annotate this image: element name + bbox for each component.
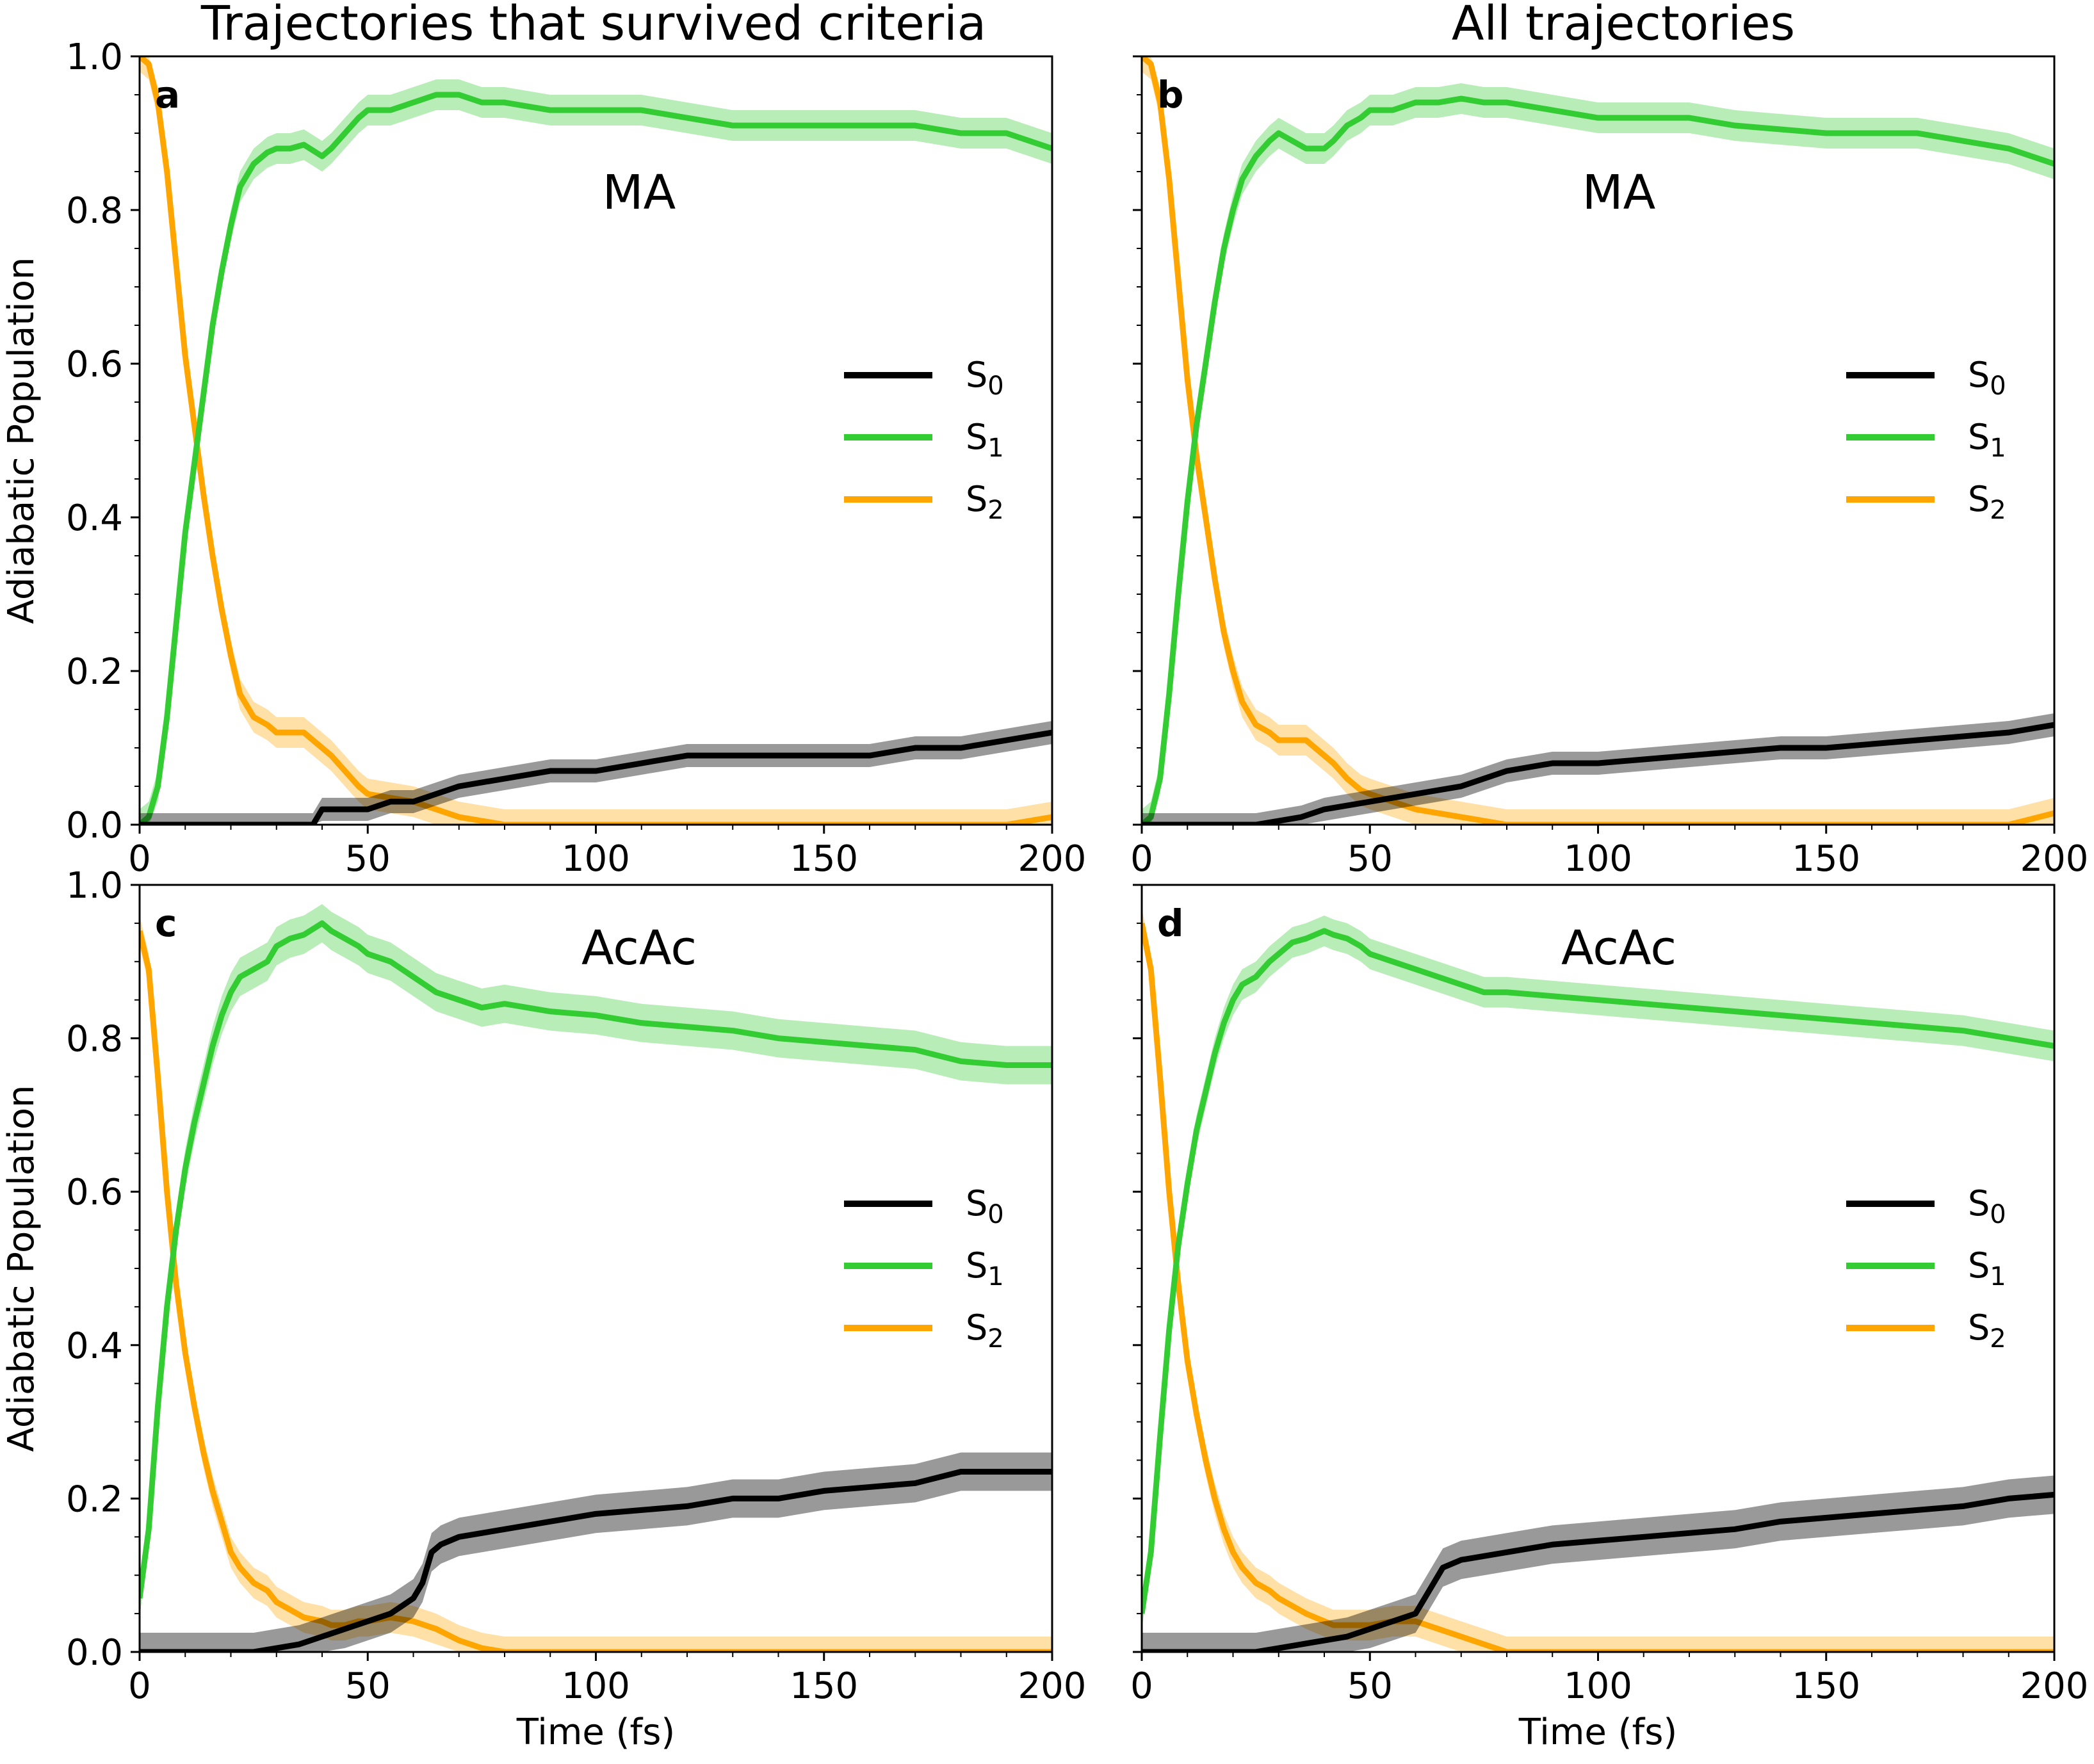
legend-label-S1: S1 [1968, 1245, 2006, 1291]
series-band-S0 [140, 1452, 1052, 1652]
legend-label-S1: S1 [1968, 417, 2006, 463]
series-line-S1 [140, 920, 1052, 1599]
legend: S0 S1 S2 [844, 355, 1004, 525]
molecule-label: AcAc [581, 921, 697, 976]
y-axis-title: Adiabatic Population [1, 257, 42, 624]
x-tick-label: 0 [128, 1665, 151, 1707]
legend: S0 S1 S2 [1846, 1183, 2006, 1354]
panel-letter: d [1157, 902, 1184, 945]
x-tick-label: 100 [562, 838, 630, 880]
series-line-S1 [140, 92, 1052, 825]
legend: S0 S1 S2 [1846, 355, 2006, 525]
y-tick-label: 0.0 [66, 805, 123, 846]
series-line-S2 [1142, 923, 2054, 1652]
series-line-S0 [140, 729, 1052, 825]
panel-b: 0 50 100 150 200 b MA S0 S1 S2 [1130, 55, 2089, 880]
series-line-S0 [140, 1468, 1052, 1652]
series-band-S0 [1142, 1475, 2054, 1652]
series-line-S2 [140, 930, 1052, 1652]
x-tick-label: 0 [1130, 838, 1153, 880]
x-tick-label: 200 [2020, 838, 2089, 880]
y-tick-label: 0.6 [66, 1172, 123, 1213]
x-tick-label: 200 [1018, 1665, 1087, 1707]
plot-area [140, 903, 1052, 1652]
series-band-S1 [140, 903, 1052, 1618]
legend-label-S0: S0 [966, 1183, 1004, 1229]
molecule-label: MA [1582, 165, 1656, 220]
x-tick-label: 0 [1130, 1665, 1153, 1707]
plot-area [1142, 907, 2054, 1652]
series-line-S1 [1142, 928, 2054, 1614]
series-line-S1 [1142, 95, 2054, 825]
column-title-left: Trajectories that survived criteria [200, 0, 986, 51]
legend-label-S1: S1 [966, 1245, 1004, 1291]
x-tick-label: 100 [1564, 1665, 1632, 1707]
y-axis-title: Adiabatic Population [1, 1085, 42, 1452]
molecule-label: MA [603, 165, 676, 220]
legend-label-S2: S2 [1968, 1307, 2006, 1354]
x-tick-label: 50 [345, 838, 391, 880]
legend-label-S2: S2 [966, 1307, 1004, 1354]
series-band-S1 [1142, 915, 2054, 1630]
x-tick-label: 150 [790, 838, 858, 880]
panel-a: 0 50 100 150 200 0.0 0.2 0.4 0.6 0.8 1.0 Adiabatic … [1, 36, 1086, 880]
legend-label-S0: S0 [1968, 355, 2006, 401]
legend-label-S1: S1 [966, 417, 1004, 463]
y-tick-label: 0.4 [66, 498, 123, 539]
legend-label-S0: S0 [1968, 1183, 2006, 1229]
plot-area [1142, 56, 2054, 825]
column-title-right: All trajectories [1452, 0, 1795, 51]
panel-d: 0 50 100 150 200 Time (fs) d AcAc S0 S1 S2 [1130, 884, 2089, 1753]
x-tick-label: 150 [790, 1665, 858, 1707]
series-line-S0 [1142, 1491, 2054, 1652]
series-line-S0 [1142, 722, 2054, 825]
x-tick-label: 50 [1347, 1665, 1393, 1707]
x-axis-title: Time (fs) [516, 1711, 675, 1753]
y-tick-label: 0.4 [66, 1325, 123, 1367]
legend-label-S2: S2 [1968, 479, 2006, 525]
legend: S0 S1 S2 [844, 1183, 1004, 1354]
legend-label-S2: S2 [966, 479, 1004, 525]
y-tick-label: 0.6 [66, 344, 123, 385]
x-tick-label: 50 [345, 1665, 391, 1707]
x-tick-label: 200 [2020, 1665, 2089, 1707]
molecule-label: AcAc [1561, 921, 1676, 976]
y-tick-label: 0.8 [66, 1019, 123, 1060]
panel-letter: c [155, 902, 177, 945]
x-axis-title: Time (fs) [1518, 1711, 1677, 1753]
x-tick-label: 100 [562, 1665, 630, 1707]
y-tick-label: 1.0 [66, 865, 123, 907]
x-tick-label: 100 [1564, 838, 1632, 880]
x-tick-label: 150 [1792, 838, 1860, 880]
y-tick-label: 0.2 [66, 651, 123, 693]
plot-area [140, 56, 1052, 825]
x-tick-label: 50 [1347, 838, 1393, 880]
x-tick-label: 150 [1792, 1665, 1860, 1707]
panel-letter: b [1157, 73, 1184, 117]
y-tick-label: 0.2 [66, 1478, 123, 1520]
y-tick-label: 0.8 [66, 190, 123, 232]
x-tick-label: 0 [128, 838, 151, 880]
legend-label-S0: S0 [966, 355, 1004, 401]
series-band-S0 [1142, 713, 2054, 825]
panel-letter: a [155, 73, 180, 117]
panels-group: 0 50 100 150 200 0.0 0.2 0.4 0.6 0.8 1.0 Adiabatic … [1, 36, 2088, 1753]
series-line-S2 [1142, 56, 2054, 825]
y-tick-label: 0.0 [66, 1632, 123, 1674]
series-line-S2 [140, 56, 1052, 825]
series-band-S1 [140, 79, 1052, 825]
y-tick-label: 1.0 [66, 36, 123, 78]
x-tick-label: 200 [1018, 838, 1087, 880]
panel-c: 0 50 100 150 200 0.0 0.2 0.4 0.6 0.8 1.0 Adiabatic … [1, 865, 1086, 1753]
